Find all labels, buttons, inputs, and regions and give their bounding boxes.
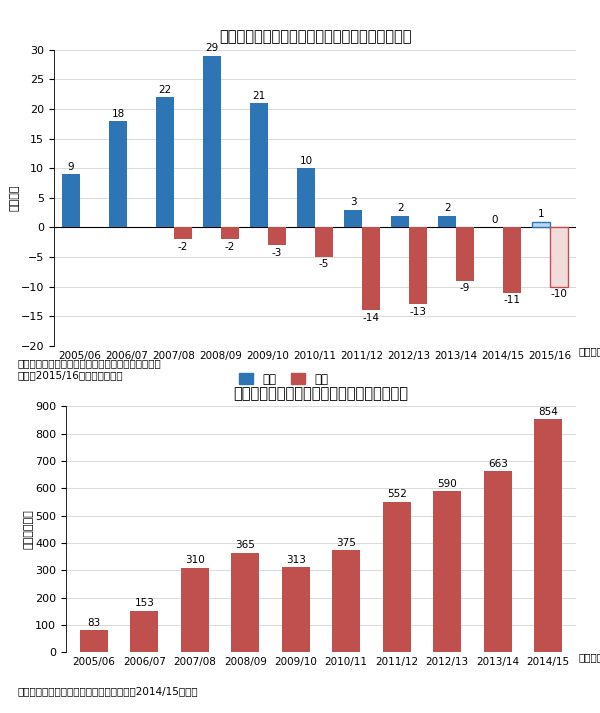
Text: -2: -2 [178,242,188,252]
Text: 10: 10 [299,156,313,166]
Y-axis label: （工場）: （工場） [10,185,19,211]
Legend: 新設, 閉鎖: 新設, 閉鎖 [239,373,328,386]
Bar [297,168,315,227]
Bar [268,227,286,245]
Bar [203,56,221,227]
Bar [221,227,239,240]
Title: 図６　中南部地域の新設および閉鎖工場数の推移: 図６ 中南部地域の新設および閉鎖工場数の推移 [219,29,411,45]
Text: 3: 3 [350,198,356,207]
Bar [332,550,360,652]
Bar [315,227,333,257]
Text: -14: -14 [362,313,379,323]
Text: 21: 21 [253,91,266,101]
Bar [62,174,80,227]
Bar [550,227,568,287]
Y-axis label: （億レアル）: （億レアル） [24,510,34,549]
Bar [409,227,427,304]
Bar [535,419,562,652]
Bar [109,121,127,227]
Text: -13: -13 [409,307,427,317]
Text: （年度）: （年度） [578,652,600,662]
Bar [250,103,268,227]
Bar [484,471,512,652]
Text: 0: 0 [491,215,497,225]
Bar [80,630,107,652]
Text: 552: 552 [387,489,407,499]
Bar [344,210,362,227]
Text: -9: -9 [460,283,470,293]
Text: 2: 2 [444,203,451,213]
Text: 854: 854 [538,407,558,417]
Text: 365: 365 [235,540,255,550]
Bar [383,501,410,652]
Bar [433,491,461,652]
Bar [532,222,550,227]
Text: 22: 22 [158,85,172,95]
Bar [438,215,456,227]
Bar [391,215,409,227]
Text: （年度）: （年度） [578,346,600,356]
Text: 資料：ＤＥＴＡＧＲＯ社・ＰＥＣＥＧＥ（2014/15年度）: 資料：ＤＥＴＡＧＲＯ社・ＰＥＣＥＧＥ（2014/15年度） [18,686,199,696]
Text: 663: 663 [488,459,508,469]
Text: 資料：ブラジルサトウキビ産業協会（ＵＮＩＣＡ）: 資料：ブラジルサトウキビ産業協会（ＵＮＩＣＡ） [18,359,162,369]
Bar [232,553,259,652]
Text: -5: -5 [319,260,329,270]
Bar [181,568,209,652]
Text: 2: 2 [397,203,403,213]
Text: -2: -2 [224,242,235,252]
Bar [362,227,380,310]
Bar [130,610,158,652]
Title: 図７　砂糖・エタノール企業の負債額の推移: 図７ 砂糖・エタノール企業の負債額の推移 [233,386,409,401]
Bar [503,227,521,292]
Bar [156,97,174,227]
Text: -3: -3 [272,247,282,257]
Text: -11: -11 [503,295,521,305]
Text: -10: -10 [551,289,568,299]
Text: 375: 375 [337,538,356,548]
Text: 310: 310 [185,555,205,565]
Text: 注：2015/16年度は見込み。: 注：2015/16年度は見込み。 [18,370,124,380]
Bar [174,227,192,240]
Text: 9: 9 [68,162,74,172]
Text: 29: 29 [205,43,218,53]
Text: 590: 590 [437,479,457,489]
Text: 153: 153 [134,598,154,608]
Bar [456,227,474,281]
Text: 313: 313 [286,555,305,565]
Text: 18: 18 [112,108,125,118]
Text: 83: 83 [87,617,100,627]
Text: 1: 1 [538,209,545,219]
Bar [282,567,310,652]
